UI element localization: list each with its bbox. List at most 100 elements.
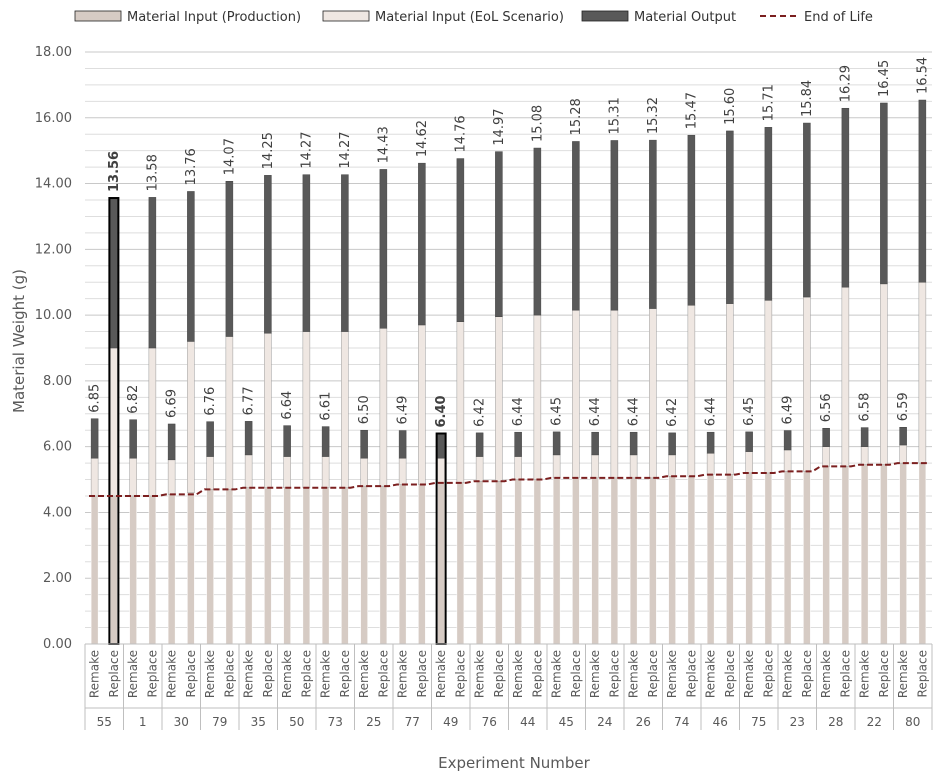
bar-segment-output — [90, 418, 99, 459]
bar-segment-output — [514, 431, 522, 457]
x-sub-tick-label: Replace — [723, 650, 737, 697]
bar-segment-production — [841, 466, 850, 645]
y-tick-label: 14.00 — [35, 177, 72, 192]
bar-segment-eol — [918, 281, 927, 464]
x-group-label: 24 — [597, 715, 612, 729]
bar-segment-eol — [726, 303, 734, 475]
bar-segment-production — [803, 471, 811, 645]
bar-segment-output — [918, 99, 927, 283]
bar-segment-eol — [783, 449, 792, 472]
bar-value-label: 6.56 — [819, 393, 834, 422]
bar-segment-production — [822, 466, 830, 645]
bars — [90, 99, 927, 645]
x-sub-tick-label: Remake — [704, 650, 718, 698]
bar-segment-output — [726, 130, 734, 304]
bar-segment-production — [206, 489, 214, 645]
bar-value-label: 15.71 — [761, 84, 776, 121]
bar-segment-production — [918, 462, 927, 645]
bar-segment-production — [610, 477, 619, 645]
bar-segment-production — [321, 487, 330, 645]
bar-segment-eol — [591, 454, 599, 479]
x-group-label: 46 — [713, 715, 728, 729]
bar-segment-eol — [418, 324, 426, 485]
y-tick-label: 10.00 — [35, 308, 72, 323]
x-sub-tick-label: Replace — [838, 650, 852, 697]
bar-segment-eol — [206, 456, 214, 490]
bar-segment-output — [687, 134, 696, 306]
x-axis-title: Experiment Number — [438, 754, 591, 772]
bar-segment-eol — [629, 454, 638, 479]
bar-segment-output — [167, 423, 176, 461]
bar-segment-production — [167, 494, 176, 645]
bar-value-label: 6.61 — [319, 392, 334, 421]
bar-segment-production — [495, 480, 503, 645]
bar-segment-output — [206, 421, 214, 457]
x-sub-tick-label: Remake — [88, 650, 102, 698]
bar-segment-eol — [283, 456, 291, 489]
bar-value-label: 6.58 — [858, 393, 873, 422]
x-group-label: 30 — [174, 715, 189, 729]
bar-segment-production — [764, 472, 773, 645]
bar-segment-eol — [687, 304, 696, 477]
bar-value-label: 14.27 — [338, 131, 353, 168]
bar-segment-production — [860, 464, 869, 645]
x-group-label: 80 — [905, 715, 920, 729]
y-axis-title: Material Weight (g) — [10, 269, 28, 413]
bar-value-labels: 6.85 13.56 6.82 13.58 6.69 13.76 6.76 14.07 6.77… — [88, 57, 931, 428]
x-sub-tick-label: Replace — [299, 650, 313, 697]
x-sub-tick-label: Replace — [261, 650, 275, 697]
y-tick-label: 4.00 — [43, 505, 72, 520]
bar-segment-production — [456, 482, 465, 645]
bar-segment-production — [418, 484, 426, 645]
bar-segment-production — [649, 477, 657, 645]
x-group-label: 1 — [139, 715, 147, 729]
bar-segment-production — [129, 495, 137, 645]
bar-segment-output — [418, 162, 426, 326]
y-tick-label: 8.00 — [43, 374, 72, 389]
bar-segment-eol — [341, 331, 349, 489]
bar-segment-eol — [398, 457, 407, 485]
bar-segment-output — [341, 174, 349, 332]
x-group-label: 76 — [482, 715, 497, 729]
y-tick-label: 16.00 — [35, 111, 72, 126]
bar-value-label: 14.07 — [222, 138, 237, 175]
bar-segment-output — [783, 430, 792, 451]
bar-value-label: 6.40 — [434, 395, 449, 427]
x-sub-tick-label: Replace — [530, 650, 544, 697]
bar-value-label: 14.62 — [415, 120, 430, 157]
bar-segment-production — [283, 487, 291, 645]
x-sub-tick-label: Remake — [550, 650, 564, 698]
bar-segment-output — [360, 429, 368, 459]
y-tick-label: 6.00 — [43, 440, 72, 455]
bar-segment-eol — [456, 321, 465, 484]
x-sub-tick-label: Replace — [607, 650, 621, 697]
x-sub-tick-label: Remake — [319, 650, 333, 698]
bar-value-label: 13.56 — [107, 151, 122, 192]
x-group-label: 55 — [97, 715, 112, 729]
bar-segment-output — [475, 432, 484, 457]
x-sub-tick-label: Remake — [203, 650, 217, 698]
bar-segment-production — [302, 487, 311, 645]
x-sub-tick-label: Remake — [473, 650, 487, 698]
bar-segment-eol — [302, 331, 311, 489]
x-sub-tick-label: Remake — [242, 650, 256, 698]
x-sub-tick-label: Replace — [453, 650, 467, 697]
legend-label: End of Life — [804, 10, 873, 25]
bar-segment-output — [533, 147, 542, 316]
bar-value-label: 15.60 — [723, 88, 738, 125]
x-sub-tick-label: Remake — [858, 650, 872, 698]
bar-segment-production — [341, 487, 349, 645]
bar-value-label: 15.47 — [684, 92, 699, 129]
x-sub-tick-label: Replace — [646, 650, 660, 697]
bar-segment-production — [880, 464, 888, 645]
bar-value-label: 15.08 — [530, 105, 545, 142]
x-sub-tick-label: Replace — [338, 650, 352, 697]
x-sub-tick-label: Replace — [107, 650, 121, 697]
bar-segment-eol — [803, 296, 811, 472]
bar-segment-output — [880, 102, 888, 285]
legend-label: Material Input (EoL Scenario) — [375, 10, 564, 25]
bar-value-label: 6.44 — [704, 397, 719, 426]
x-sub-tick-label: Remake — [396, 650, 410, 698]
x-sub-tick-label: Remake — [627, 650, 641, 698]
